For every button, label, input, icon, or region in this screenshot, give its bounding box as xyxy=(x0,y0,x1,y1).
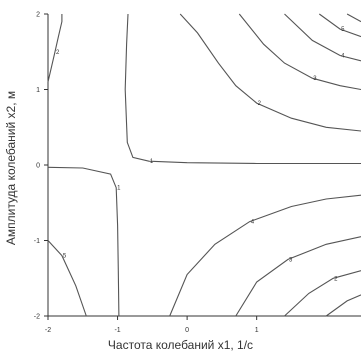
contour-level-label: 2 xyxy=(258,101,262,107)
contour-level-label: 2 xyxy=(56,50,60,56)
y-tick-label: 2 xyxy=(36,12,40,19)
contour-line xyxy=(47,240,87,317)
x-tick-label: 0 xyxy=(185,327,189,334)
x-axis-label: Частота колебаний x1, 1/с xyxy=(107,338,254,352)
contour-line xyxy=(238,13,361,91)
x-tick-label: -2 xyxy=(45,327,51,334)
contour-line xyxy=(179,13,361,132)
contour-line xyxy=(346,13,361,23)
contour-line xyxy=(235,236,361,317)
contour-line xyxy=(169,194,361,317)
y-tick-label: 1 xyxy=(36,87,40,94)
contour-level-label: 5 xyxy=(341,27,345,33)
contour-line xyxy=(47,14,63,83)
x-tick-label: -1 xyxy=(114,327,120,334)
plot-axes xyxy=(44,13,361,320)
y-axis-label: Амплитуда колебаний x2, м xyxy=(4,90,18,246)
contour-lines: 2 1 1 2 3 4 5 4 3 2 5 xyxy=(47,13,361,317)
contour-level-label: 1 xyxy=(150,159,154,165)
contour-line xyxy=(284,13,361,62)
contour-line xyxy=(47,166,120,317)
y-tick-label: 0 xyxy=(36,163,40,170)
contour-level-label: 3 xyxy=(289,257,293,263)
contour-level-label: 5 xyxy=(63,254,67,260)
contour-line xyxy=(284,270,361,317)
contour-line xyxy=(124,13,361,165)
contour-level-label: 2 xyxy=(334,276,338,282)
contour-level-label: 4 xyxy=(341,54,345,60)
y-tick-label: -2 xyxy=(34,314,40,321)
contour-level-label: 1 xyxy=(117,186,121,192)
contour-line xyxy=(325,294,361,317)
x-tick-label: 1 xyxy=(255,327,259,334)
tick-labels: -2 -1 0 1 -2 -1 0 1 2 xyxy=(34,12,259,335)
y-tick-label: -1 xyxy=(34,238,40,245)
contour-level-label: 4 xyxy=(251,220,255,226)
contour-level-label: 3 xyxy=(313,76,317,82)
contour-line xyxy=(318,13,361,38)
